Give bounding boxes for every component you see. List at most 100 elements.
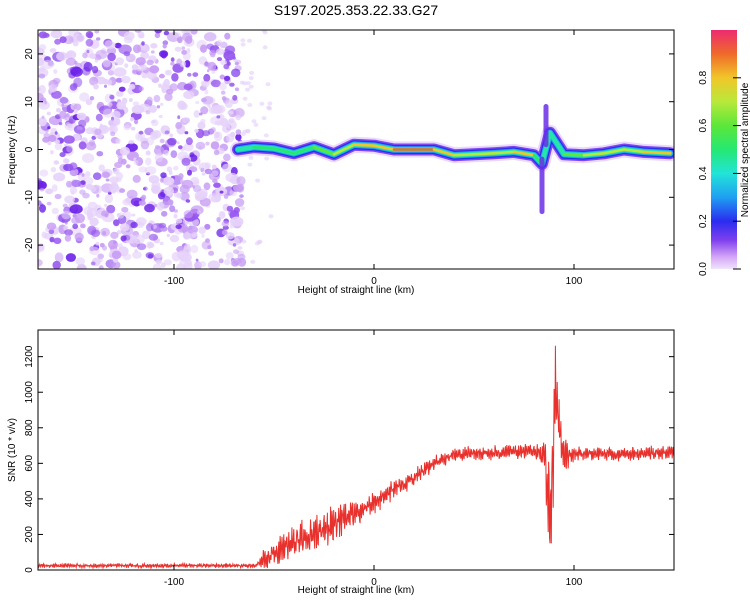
noise-blob — [208, 50, 217, 56]
noise-blob — [137, 31, 145, 39]
noise-blob — [164, 93, 173, 101]
noise-blob — [200, 106, 209, 115]
ridge-core-segment — [432, 148, 456, 157]
snr-y-tick-label: 400 — [24, 490, 35, 507]
colorbar-tick-label: 0.6 — [698, 118, 709, 132]
noise-blob — [76, 112, 87, 120]
noise-blob — [102, 172, 110, 178]
noise-blob — [240, 132, 246, 136]
noise-blob — [83, 61, 93, 72]
noise-blob — [66, 180, 72, 188]
noise-blob — [95, 49, 108, 60]
noise-blob — [159, 102, 164, 106]
snr-panel: -100 0 100 0 200 400 600 800 1000 1200 Height of… — [7, 329, 675, 596]
noise-blob — [206, 69, 210, 73]
noise-blob — [224, 75, 231, 82]
colorbar-tick-label: 0.8 — [698, 70, 709, 84]
noise-blob — [235, 114, 241, 121]
noise-blob — [157, 191, 166, 200]
snr-x-tick-label: 0 — [371, 577, 377, 588]
noise-blob — [204, 223, 211, 230]
noise-blob — [187, 72, 192, 77]
noise-blob — [220, 90, 226, 95]
noise-blob — [61, 210, 72, 220]
noise-blob — [95, 113, 103, 122]
noise-blob — [83, 177, 94, 185]
noise-blob — [173, 213, 178, 219]
colorbar-tick-label: 0.0 — [698, 262, 709, 276]
noise-blob — [211, 70, 216, 74]
noise-blob — [195, 100, 200, 105]
noise-blob — [176, 263, 186, 269]
noise-blob — [199, 261, 207, 268]
noise-blob — [38, 47, 45, 56]
noise-blob — [164, 69, 172, 76]
noise-blob — [178, 145, 183, 150]
noise-blob — [115, 57, 125, 66]
noise-blob — [71, 179, 82, 188]
noise-blob — [110, 231, 119, 239]
noise-blob — [44, 101, 48, 105]
noise-blob — [89, 96, 95, 101]
noise-blob — [51, 207, 59, 215]
noise-blob — [264, 156, 270, 161]
noise-blob — [105, 178, 110, 182]
heatmap-y-tick-label: 0 — [24, 146, 35, 152]
noise-blob — [231, 68, 241, 78]
heatmap-x-axis-label: Height of straight line (km) — [298, 285, 415, 296]
noise-blob — [87, 225, 97, 235]
noise-blob — [69, 204, 83, 214]
noise-blob — [195, 258, 199, 262]
noise-blob — [162, 40, 169, 46]
noise-blob — [249, 70, 255, 75]
noise-blob — [103, 108, 113, 118]
noise-blob — [126, 56, 130, 60]
heatmap-y-axis: -20 -10 0 10 20 — [24, 48, 674, 252]
noise-blob — [111, 60, 115, 64]
noise-blob — [213, 149, 220, 156]
noise-blob — [109, 176, 119, 184]
colorbar: 0.0 0.2 0.4 0.6 0.8 Normalized spectral ampl… — [698, 30, 750, 276]
noise-blob — [46, 201, 52, 206]
noise-blob — [240, 206, 245, 211]
noise-blob — [73, 108, 78, 114]
ridge-core-segment — [622, 148, 646, 154]
noise-blob — [148, 104, 157, 113]
noise-blob — [206, 43, 214, 50]
noise-blob — [138, 130, 144, 135]
noise-blob — [59, 36, 67, 44]
noise-blob — [240, 38, 246, 43]
noise-blob — [192, 184, 196, 189]
noise-blob — [156, 201, 165, 211]
noise-blob — [235, 129, 242, 136]
noise-blob — [64, 195, 75, 204]
noise-blob — [59, 110, 67, 119]
noise-blob — [140, 140, 150, 150]
noise-blob — [145, 150, 151, 156]
noise-blob — [154, 30, 162, 34]
noise-blob — [41, 231, 48, 239]
noise-blob — [262, 45, 268, 50]
noise-blob — [47, 126, 51, 130]
noise-blob — [38, 200, 42, 206]
noise-blob — [219, 118, 229, 127]
noise-blob — [141, 41, 145, 46]
noise-blob — [145, 223, 154, 232]
noise-blob — [94, 30, 100, 34]
noise-blob — [223, 153, 231, 162]
noise-blob — [86, 208, 99, 217]
colorbar-tick-label: 0.2 — [698, 214, 709, 228]
noise-blob — [123, 124, 131, 131]
noise-blob — [150, 131, 158, 141]
noise-blob — [89, 53, 97, 59]
noise-blob — [201, 130, 211, 137]
noise-blob — [225, 232, 235, 240]
ridge-trace — [230, 104, 674, 215]
noise-blob — [111, 250, 122, 260]
noise-blob — [236, 176, 246, 186]
noise-blob — [102, 78, 109, 85]
noise-blob — [164, 130, 170, 135]
noise-blob — [247, 103, 253, 107]
noise-blob — [224, 45, 236, 54]
